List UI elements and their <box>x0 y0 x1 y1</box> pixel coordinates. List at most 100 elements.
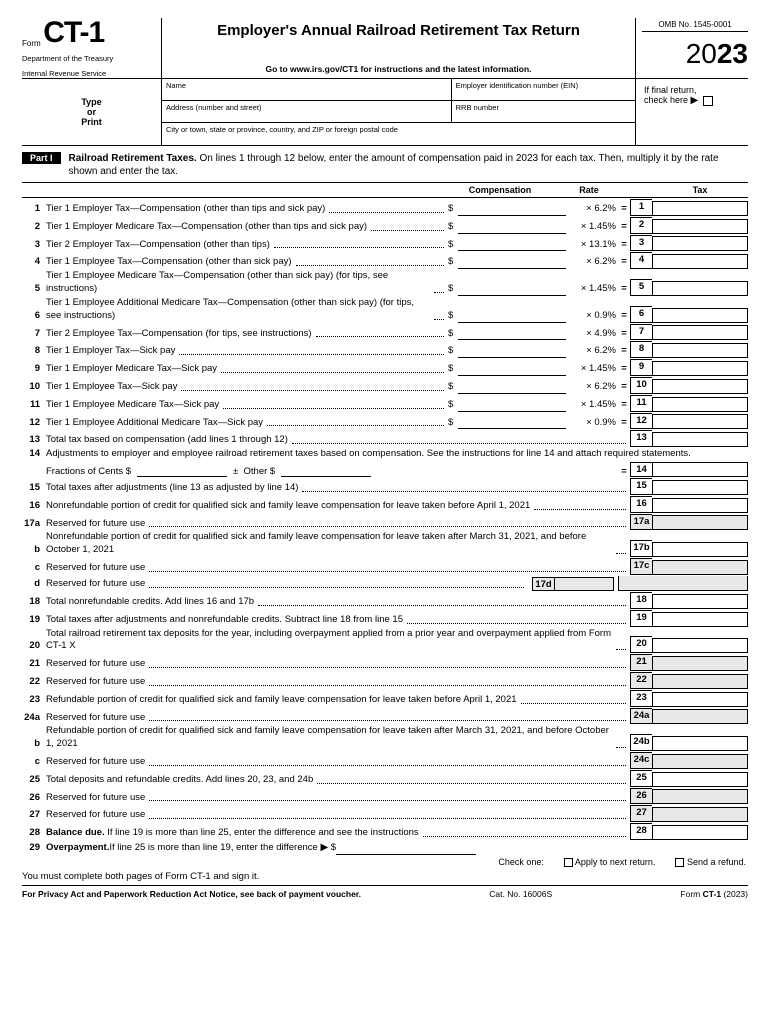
line-11: 11Tier 1 Employee Medicare Tax—Sick pay$… <box>22 395 748 412</box>
line-17b: bNonrefundable portion of credit for qua… <box>22 531 748 557</box>
line-16-tax[interactable] <box>652 498 748 513</box>
dept-line2: Internal Revenue Service <box>22 69 157 78</box>
line-18-tax[interactable] <box>652 594 748 609</box>
line-19-tax[interactable] <box>652 612 748 627</box>
line-11-tax[interactable] <box>652 397 748 412</box>
line-14-tax[interactable] <box>652 462 748 477</box>
line-6-comp[interactable] <box>458 311 566 323</box>
footer: For Privacy Act and Paperwork Reduction … <box>22 886 748 899</box>
simple-lines: 15Total taxes after adjustments (line 13… <box>22 478 748 575</box>
line-19: 19Total taxes after adjustments and nonr… <box>22 610 748 627</box>
line-23-tax[interactable] <box>652 692 748 707</box>
line-28: 28Balance due. If line 19 is more than l… <box>22 823 748 840</box>
line-26: 26Reserved for future use26 <box>22 788 748 805</box>
line-15: 15Total taxes after adjustments (line 13… <box>22 478 748 495</box>
address-field[interactable]: Address (number and street) <box>162 101 452 123</box>
line-5-comp[interactable] <box>458 284 566 296</box>
line-6-tax[interactable] <box>652 308 748 323</box>
line-4-comp[interactable] <box>458 257 566 269</box>
line-1-tax[interactable] <box>652 201 748 216</box>
line-27: 27Reserved for future use27 <box>22 805 748 822</box>
line-28-tax[interactable] <box>652 825 748 840</box>
goto-text: Go to www.irs.gov/CT1 for instructions a… <box>166 64 631 74</box>
line-15-tax[interactable] <box>652 480 748 495</box>
line-14-adjustments: Fractions of Cents $ ± Other $ = 14 <box>46 462 748 477</box>
line-17d: d Reserved for future use 17d <box>22 576 748 591</box>
form-header: Form CT-1 Department of the Treasury Int… <box>22 18 748 79</box>
line-10-tax[interactable] <box>652 379 748 394</box>
line-2-comp[interactable] <box>458 222 566 234</box>
line-2-tax[interactable] <box>652 219 748 234</box>
line-22: 22Reserved for future use22 <box>22 672 748 689</box>
line-8-comp[interactable] <box>458 346 566 358</box>
rate-lines: 1Tier 1 Employer Tax—Compensation (other… <box>22 199 748 429</box>
line-24b: bRefundable portion of credit for qualif… <box>22 725 748 751</box>
final-return-checkbox[interactable] <box>703 96 713 106</box>
line-5-tax[interactable] <box>652 281 748 296</box>
overpayment-input[interactable] <box>336 844 476 855</box>
form-prefix: Form <box>22 39 41 48</box>
send-refund-checkbox[interactable] <box>675 858 684 867</box>
check-one-row: Check one: Apply to next return. Send a … <box>22 857 748 867</box>
form-title: Employer's Annual Railroad Retirement Ta… <box>166 22 631 39</box>
line-23: 23Refundable portion of credit for quali… <box>22 690 748 707</box>
line-1-comp[interactable] <box>458 204 566 216</box>
line-17a-tax <box>652 515 748 530</box>
line-25-tax[interactable] <box>652 772 748 787</box>
line-1: 1Tier 1 Employer Tax—Compensation (other… <box>22 199 748 216</box>
line-6: 6Tier 1 Employee Additional Medicare Tax… <box>22 297 748 323</box>
line-17a: 17aReserved for future use17a <box>22 514 748 531</box>
line-20-tax[interactable] <box>652 638 748 653</box>
line-11-comp[interactable] <box>458 400 566 412</box>
line-21: 21Reserved for future use21 <box>22 654 748 671</box>
line-22-tax <box>652 674 748 689</box>
ein-field[interactable]: Employer identification number (EIN) <box>452 79 636 101</box>
other-input[interactable] <box>281 466 371 477</box>
line-26-tax <box>652 789 748 804</box>
arrow-icon: ▶ <box>320 841 328 855</box>
line-12-tax[interactable] <box>652 414 748 429</box>
tax-year: 2023 <box>642 32 748 70</box>
line-12: 12Tier 1 Employee Additional Medicare Ta… <box>22 413 748 430</box>
dept-line1: Department of the Treasury <box>22 54 157 63</box>
line-14: 14 Adjustments to employer and employee … <box>22 448 748 461</box>
part1-badge: Part I <box>22 152 61 164</box>
line-7-tax[interactable] <box>652 325 748 340</box>
rrb-field[interactable]: RRB number <box>452 101 636 123</box>
line-17d-input <box>554 577 614 591</box>
line-4-tax[interactable] <box>652 254 748 269</box>
line-24b-tax[interactable] <box>652 736 748 751</box>
fractions-input[interactable] <box>137 466 227 477</box>
line-24c-tax <box>652 754 748 769</box>
line-7: 7Tier 2 Employee Tax—Compensation (for t… <box>22 324 748 341</box>
line-7-comp[interactable] <box>458 328 566 340</box>
omb-number: OMB No. 1545-0001 <box>642 18 748 32</box>
line-3-tax[interactable] <box>652 236 748 251</box>
line-8-tax[interactable] <box>652 343 748 358</box>
line-8: 8Tier 1 Employer Tax—Sick pay$× 6.2%=8 <box>22 341 748 358</box>
line-20: 20Total railroad retirement tax deposits… <box>22 628 748 654</box>
line-5: 5Tier 1 Employee Medicare Tax—Compensati… <box>22 270 748 296</box>
part1-header: Part I Railroad Retirement Taxes. On lin… <box>22 152 748 178</box>
line-17b-tax[interactable] <box>652 542 748 557</box>
line-24a-tax <box>652 709 748 724</box>
arrow-icon: ▶ <box>691 95 699 106</box>
line-16: 16Nonrefundable portion of credit for qu… <box>22 496 748 513</box>
simple-lines-2: 18Total nonrefundable credits. Add lines… <box>22 592 748 840</box>
footer-form-ref: Form CT-1 (2023) <box>680 889 748 899</box>
column-headers: Compensation Rate Tax <box>22 182 748 198</box>
name-field[interactable]: Name <box>162 79 452 101</box>
apply-next-checkbox[interactable] <box>564 858 573 867</box>
bottom-note: You must complete both pages of Form CT-… <box>22 871 748 886</box>
line-9-tax[interactable] <box>652 361 748 376</box>
city-field[interactable]: City or town, state or province, country… <box>162 123 636 145</box>
line-17c: cReserved for future use17c <box>22 558 748 575</box>
line-12-comp[interactable] <box>458 417 566 429</box>
line-25: 25Total deposits and refundable credits.… <box>22 770 748 787</box>
line-13-tax[interactable] <box>652 432 748 447</box>
line-10-comp[interactable] <box>458 382 566 394</box>
name-address-block: Type or Print Name Employer identificati… <box>22 79 748 146</box>
line-17c-tax <box>652 560 748 575</box>
line-9-comp[interactable] <box>458 364 566 376</box>
line-3-comp[interactable] <box>458 239 566 251</box>
